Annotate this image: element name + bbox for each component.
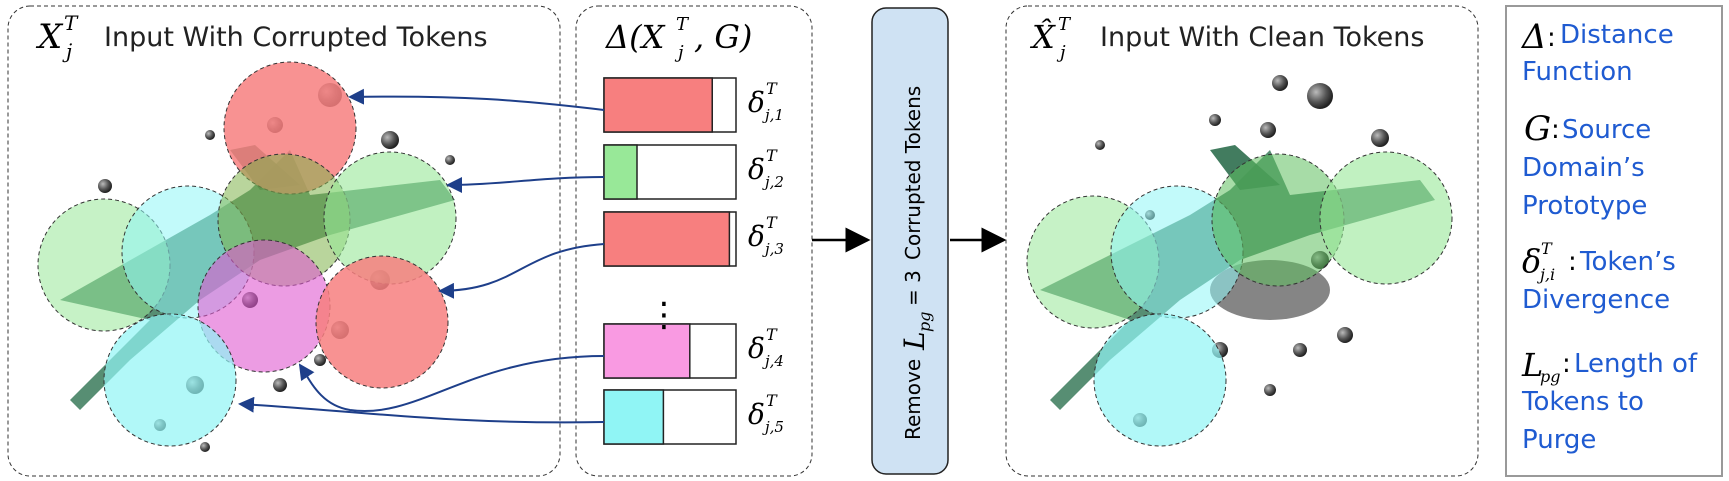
token-label-sub-5: j,5: [762, 418, 784, 436]
arrow-token-2: [446, 176, 605, 193]
remove-symbol-sub: pg: [915, 312, 934, 332]
legend-lpg-line2: Tokens to: [1521, 387, 1644, 417]
token-circle-green-right: [323, 151, 457, 285]
token-label-sub-4: j,4: [762, 352, 784, 370]
clean-subscript: j: [1056, 42, 1066, 63]
remove-box: [871, 7, 949, 475]
token-bar-fill-5: [603, 389, 665, 445]
legend-delta-line1: Distance: [1560, 20, 1674, 50]
corrupted-superscript: T: [64, 11, 79, 35]
token-bars: δ Tj,1δ Tj,2δ Tj,3δ Tj,4δ Tj,5: [603, 77, 784, 445]
clean-symbol: X̂: [1029, 18, 1056, 56]
legend-lpg-line3: Purge: [1522, 425, 1596, 455]
arrow-token-3: [438, 243, 605, 299]
token-label-symbol-1: δ: [748, 86, 765, 119]
legend-lpg-colon: :: [1562, 349, 1571, 379]
token-label-symbol-3: δ: [748, 220, 765, 253]
distance-panel: Δ(X T j , G) δ Tj,1δ Tj,2δ Tj,3δ Tj,4δ Tj,5 ⋮: [575, 5, 813, 477]
clean-input-panel: X̂ T j Input With Clean Tokens: [1005, 5, 1479, 477]
token-label-sup-4: T: [766, 325, 778, 344]
token-label-symbol-5: δ: [748, 398, 765, 431]
token-bar-fill-4: [603, 323, 691, 379]
remove-equals: = 3: [901, 270, 925, 306]
legend: Δ : Distance Function G : Source Domain’…: [1505, 5, 1723, 477]
remove-step: Remove L pg = 3 Corrupted Tokens: [812, 7, 1007, 475]
legend-token-sub: j,i: [1537, 265, 1555, 284]
token-circles-right: [1026, 151, 1453, 447]
clean-token-circle-cyan-bottom: [1093, 313, 1227, 447]
distance-subscript: j: [674, 42, 684, 63]
legend-g-line1: Source: [1562, 115, 1651, 145]
corrupted-token-circle-3: [315, 255, 449, 389]
legend-lpg-line1: Length of: [1574, 349, 1698, 379]
legend-token-line2: Divergence: [1522, 285, 1670, 315]
legend-g-colon: :: [1551, 115, 1560, 145]
arrow-token-5: [238, 396, 605, 424]
connector-arrows: [238, 88, 605, 424]
token-label-sup-5: T: [766, 391, 778, 410]
token-label-symbol-2: δ: [748, 153, 765, 186]
legend-g-symbol: G: [1524, 109, 1551, 149]
token-label-symbol-4: δ: [748, 332, 765, 365]
distance-title-end: , G): [694, 18, 752, 56]
arrow-token-1: [348, 88, 605, 111]
distance-title: Δ(X: [604, 18, 666, 56]
remove-suffix: Corrupted Tokens: [901, 86, 925, 260]
token-label-sup-2: T: [766, 146, 778, 165]
token-circle-cyan-bottom: [103, 313, 237, 447]
token-circles-left: [37, 61, 457, 447]
legend-token-line1: Token’s: [1579, 247, 1676, 277]
legend-delta-symbol: Δ: [1520, 17, 1547, 57]
token-label-sub-1: j,1: [762, 106, 784, 124]
legend-delta-line2: Function: [1522, 57, 1633, 87]
remove-symbol: L: [898, 331, 931, 351]
corrupted-panel-title: Input With Corrupted Tokens: [104, 22, 488, 53]
legend-delta-colon: :: [1547, 23, 1556, 53]
clean-panel-title: Input With Clean Tokens: [1100, 22, 1424, 53]
distance-superscript: T: [676, 14, 690, 35]
corrupted-symbol: X: [35, 17, 64, 57]
token-label-sub-3: j,3: [762, 240, 784, 258]
legend-token-sup: T: [1541, 239, 1553, 258]
token-bar-fill-2: [603, 144, 638, 200]
clean-superscript: T: [1058, 14, 1072, 35]
legend-lpg-sub: pg: [1540, 367, 1560, 386]
ellipsis: ⋮: [647, 295, 681, 335]
legend-token-symbol: δ: [1522, 242, 1541, 280]
corrupted-panel-border: [7, 5, 561, 477]
legend-g-line3: Prototype: [1522, 191, 1647, 221]
token-label-sup-3: T: [766, 213, 778, 232]
token-bar-fill-3: [603, 211, 731, 267]
corrupted-input-panel: X T j Input With Corrupted Tokens: [7, 5, 561, 477]
legend-lpg-symbol: L: [1521, 346, 1543, 384]
token-bar-fill-1: [603, 77, 713, 133]
clean-token-circle-green-right: [1319, 151, 1453, 285]
remove-prefix: Remove: [901, 359, 925, 440]
token-label-sub-2: j,2: [762, 173, 784, 191]
arrow-token-4: [298, 355, 605, 413]
clean-panel-border: [1005, 5, 1479, 477]
corrupted-subscript: j: [62, 39, 72, 63]
token-label-sup-1: T: [766, 79, 778, 98]
legend-g-line2: Domain’s: [1522, 153, 1645, 183]
legend-border: [1505, 5, 1723, 477]
legend-token-colon: :: [1568, 247, 1577, 277]
